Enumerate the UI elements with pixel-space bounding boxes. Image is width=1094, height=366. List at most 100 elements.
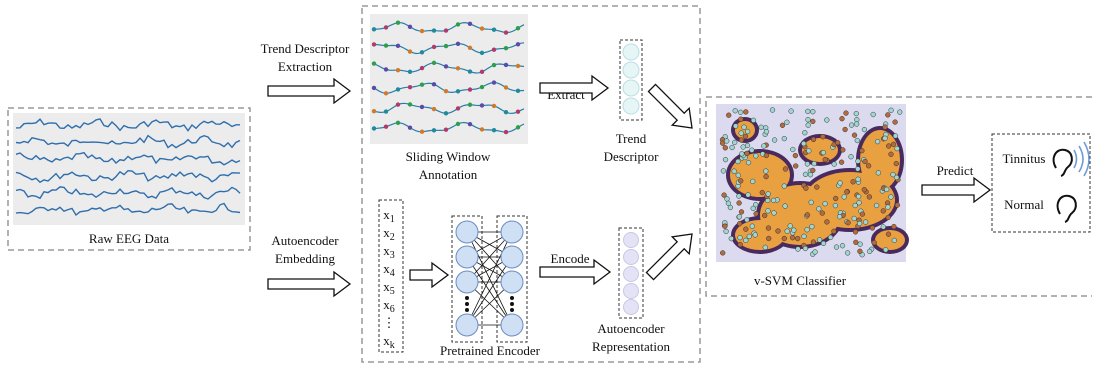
sample-point: [823, 157, 828, 162]
diagram: Raw EEG Data Trend Descriptor Extraction…: [0, 0, 1094, 366]
sample-point: [886, 144, 891, 149]
input-variable: x3: [383, 243, 395, 261]
annotation-point: [516, 64, 520, 68]
annotation-point: [372, 109, 376, 113]
arrow: [922, 178, 990, 202]
neuron: [501, 221, 523, 243]
sample-point: [738, 235, 743, 240]
sample-point: [816, 206, 821, 211]
sample-point: [736, 173, 741, 178]
sample-point: [751, 118, 756, 123]
sample-point: [821, 150, 826, 155]
sample-point: [724, 139, 729, 144]
sample-point: [788, 224, 793, 229]
sample-point: [732, 169, 737, 174]
annotation-point: [444, 44, 448, 48]
neuron: [456, 314, 478, 336]
annotation-point: [492, 80, 496, 84]
annotation-point: [516, 89, 520, 93]
sample-point: [886, 232, 891, 237]
annotation-point: [420, 82, 424, 86]
sample-point: [745, 151, 750, 156]
sample-point: [872, 240, 877, 245]
neuron: [501, 271, 523, 293]
sample-point: [893, 120, 898, 125]
sample-point: [889, 195, 894, 200]
sample-point: [743, 238, 748, 243]
annotation-point: [396, 44, 400, 48]
sample-point: [782, 184, 787, 189]
sample-point: [745, 217, 750, 222]
sample-point: [862, 127, 867, 132]
neuron: [501, 246, 523, 268]
sample-point: [742, 125, 747, 130]
sample-point: [739, 210, 744, 215]
sample-point: [732, 140, 737, 145]
sample-point: [806, 123, 811, 128]
dot: [465, 302, 469, 306]
annotation-point: [432, 61, 436, 65]
sample-point: [766, 236, 771, 241]
annotation-point: [420, 50, 424, 54]
annotation-point: [384, 91, 388, 95]
output-caption: Representation: [592, 339, 670, 354]
sample-point: [842, 195, 847, 200]
sample-point: [811, 240, 816, 245]
sample-point: [870, 226, 875, 231]
sample-point: [894, 161, 899, 166]
sample-point: [737, 214, 742, 219]
input-variable: ⋮: [383, 315, 396, 330]
input-variable: xk: [383, 333, 395, 351]
sample-point: [739, 131, 744, 136]
sample-point: [721, 169, 726, 174]
sample-point: [766, 192, 771, 197]
annotation-point: [432, 82, 436, 86]
annotation-point: [432, 107, 436, 111]
sample-point: [832, 162, 837, 167]
annotation-point: [444, 111, 448, 115]
annotation-point: [504, 63, 508, 67]
classifier-caption: v-SVM Classifier: [754, 273, 847, 288]
sample-point: [764, 174, 769, 179]
sample-point: [750, 224, 755, 229]
annotation-point: [492, 47, 496, 51]
sample-point: [840, 116, 845, 121]
annotation-point: [372, 61, 376, 65]
annotation-point: [504, 110, 508, 114]
sample-point: [832, 229, 837, 234]
sample-point: [801, 141, 806, 146]
sample-point: [770, 108, 775, 113]
annotation-point: [456, 122, 460, 126]
sample-point: [874, 203, 879, 208]
step-label: Embedding: [275, 251, 335, 266]
sample-point: [817, 238, 822, 243]
annotation-point: [480, 26, 484, 30]
sample-point: [886, 215, 891, 220]
annotation-point: [372, 42, 376, 46]
sample-point: [883, 247, 888, 252]
annotation-point: [408, 85, 412, 89]
annotation-point: [516, 110, 520, 114]
input-variable: x6: [383, 297, 395, 315]
sample-point: [764, 129, 769, 134]
sample-point: [892, 224, 897, 229]
sample-point: [889, 108, 894, 113]
sample-point: [737, 201, 742, 206]
annotation-point: [396, 102, 400, 106]
output-caption: Descriptor: [604, 149, 660, 164]
sample-point: [875, 139, 880, 144]
sample-point: [834, 245, 839, 250]
sample-point: [871, 112, 876, 117]
ear-icons: [1054, 142, 1089, 222]
annotation-point: [432, 45, 436, 49]
annotation-point: [468, 46, 472, 50]
sample-point: [852, 133, 857, 138]
sample-point: [889, 152, 894, 157]
arrow: [642, 226, 701, 285]
annotation-point: [444, 64, 448, 68]
sample-point: [810, 168, 815, 173]
sample-point: [835, 140, 840, 145]
sample-point: [803, 246, 808, 251]
sample-point: [783, 167, 788, 172]
annotation-point: [372, 27, 376, 31]
